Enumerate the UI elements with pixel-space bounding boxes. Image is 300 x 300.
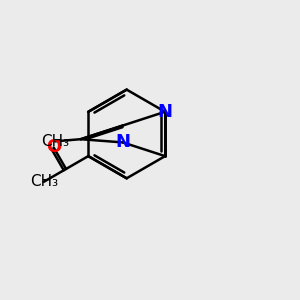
- Text: N: N: [116, 134, 130, 152]
- Text: N: N: [158, 103, 172, 121]
- Text: CH₃: CH₃: [30, 174, 58, 189]
- Text: O: O: [46, 139, 61, 157]
- Text: CH₃: CH₃: [41, 134, 69, 149]
